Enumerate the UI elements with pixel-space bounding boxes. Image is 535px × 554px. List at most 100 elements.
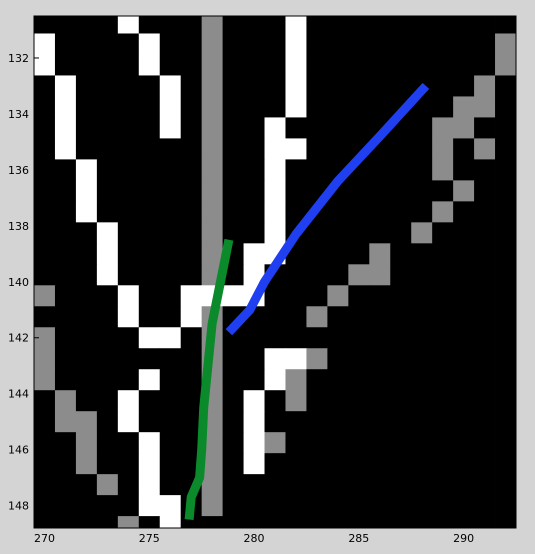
heatmap-cell — [432, 16, 454, 34]
heatmap-cell — [75, 159, 98, 181]
heatmap-cell — [306, 117, 328, 139]
heatmap-cell — [495, 348, 516, 370]
heatmap-cell — [432, 159, 454, 181]
heatmap-cell — [495, 159, 516, 181]
heatmap-cell — [54, 33, 77, 55]
heatmap-cell — [201, 516, 224, 528]
heatmap-cell — [495, 54, 516, 76]
heatmap-cell — [138, 33, 161, 55]
heatmap-cell — [180, 117, 203, 139]
heatmap-cell — [453, 516, 475, 528]
heatmap-cell — [369, 264, 391, 286]
heatmap-cell — [117, 75, 140, 97]
heatmap-cell — [96, 432, 119, 454]
heatmap-cell — [159, 159, 182, 181]
heatmap-cell — [75, 201, 98, 223]
heatmap-cell — [411, 474, 433, 496]
heatmap-cell — [159, 432, 182, 454]
heatmap-cell — [327, 327, 349, 349]
heatmap-cell — [369, 348, 391, 370]
heatmap-cell — [348, 348, 370, 370]
heatmap-cell — [117, 369, 140, 391]
heatmap-cell — [453, 348, 475, 370]
heatmap-cell — [96, 348, 119, 370]
heatmap-cell — [138, 243, 161, 265]
heatmap-cell — [96, 285, 119, 307]
heatmap-cell — [432, 516, 454, 528]
heatmap-cell — [453, 327, 475, 349]
heatmap-cell — [495, 432, 516, 454]
heatmap-cell — [159, 516, 182, 528]
heatmap-cell — [159, 369, 182, 391]
heatmap-cell — [348, 495, 370, 517]
heatmap-cell — [243, 180, 265, 202]
heatmap-cell — [306, 432, 328, 454]
heatmap-cell — [432, 33, 454, 55]
heatmap-image — [34, 16, 516, 528]
heatmap-cell — [159, 54, 182, 76]
heatmap-cell — [432, 432, 454, 454]
heatmap-cell — [159, 348, 182, 370]
heatmap-cell — [495, 33, 516, 55]
heatmap-cell — [180, 369, 203, 391]
heatmap-cell — [453, 306, 475, 328]
heatmap-cell — [285, 180, 307, 202]
heatmap-cell — [453, 243, 475, 265]
heatmap-cell — [327, 306, 349, 328]
heatmap-cell — [201, 432, 224, 454]
heatmap-cell — [117, 348, 140, 370]
heatmap-cell — [75, 369, 98, 391]
heatmap-cell — [390, 411, 412, 433]
heatmap-cell — [474, 348, 496, 370]
heatmap-cell — [285, 159, 307, 181]
heatmap-cell — [138, 474, 161, 496]
heatmap-cell — [34, 243, 56, 265]
heatmap-cell — [306, 96, 328, 118]
heatmap-cell — [222, 180, 244, 202]
heatmap-cell — [327, 264, 349, 286]
heatmap-cell — [285, 138, 307, 160]
heatmap-cell — [495, 96, 516, 118]
y-tick-label: 142 — [8, 332, 29, 345]
heatmap-cell — [264, 54, 286, 76]
heatmap-cell — [222, 96, 244, 118]
heatmap-cell — [75, 474, 98, 496]
heatmap-cell — [474, 390, 496, 412]
heatmap-cell — [348, 369, 370, 391]
heatmap-cell — [138, 264, 161, 286]
heatmap-cell — [285, 327, 307, 349]
heatmap-cell — [201, 222, 224, 244]
heatmap-cell — [180, 306, 203, 328]
heatmap-cell — [495, 327, 516, 349]
heatmap-cell — [159, 327, 182, 349]
heatmap-cell — [34, 96, 56, 118]
heatmap-cell — [75, 54, 98, 76]
heatmap-cell — [285, 33, 307, 55]
heatmap-cell — [474, 516, 496, 528]
heatmap-cell — [432, 54, 454, 76]
heatmap-cell — [243, 96, 265, 118]
heatmap-cell — [96, 516, 119, 528]
heatmap-cell — [117, 327, 140, 349]
heatmap-cell — [201, 180, 224, 202]
heatmap-cell — [495, 453, 516, 475]
heatmap-cell — [474, 54, 496, 76]
heatmap-cell — [54, 495, 77, 517]
heatmap-cell — [159, 96, 182, 118]
heatmap-cell — [327, 16, 349, 34]
heatmap-cell — [411, 411, 433, 433]
heatmap-cell — [285, 495, 307, 517]
heatmap-cell — [222, 159, 244, 181]
heatmap-cell — [34, 33, 56, 55]
heatmap-cell — [180, 390, 203, 412]
heatmap-cell — [159, 264, 182, 286]
heatmap-cell — [390, 264, 412, 286]
heatmap-cell — [243, 243, 265, 265]
heatmap-cell — [432, 117, 454, 139]
heatmap-cell — [243, 16, 265, 34]
heatmap-cell — [243, 222, 265, 244]
heatmap-cell — [453, 453, 475, 475]
heatmap-cell — [474, 306, 496, 328]
heatmap-cell — [411, 390, 433, 412]
heatmap-cell — [117, 138, 140, 160]
